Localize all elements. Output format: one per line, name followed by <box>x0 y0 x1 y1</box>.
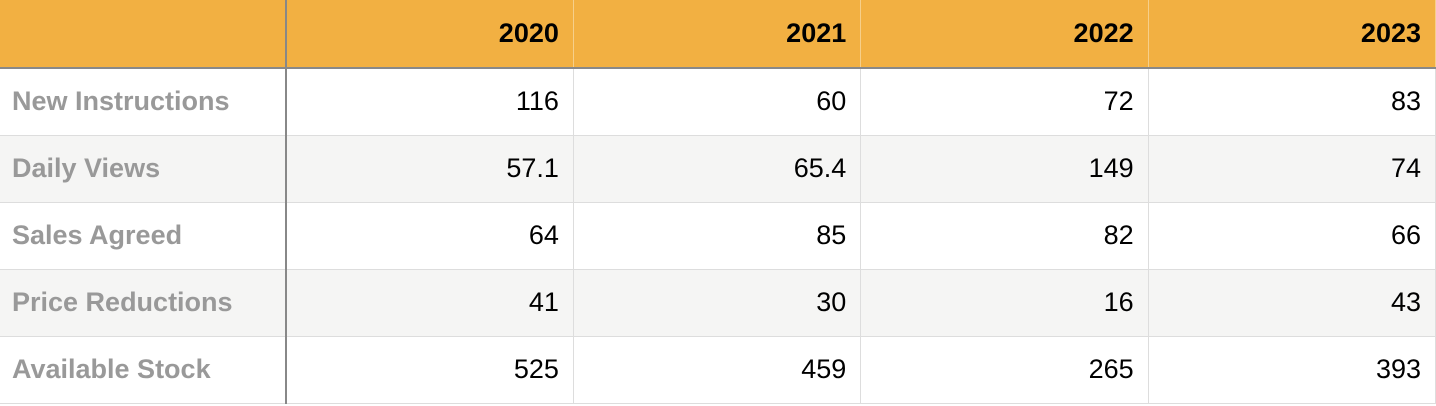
cell: 41 <box>286 269 574 337</box>
corner-cell <box>0 0 287 69</box>
cell: 82 <box>860 202 1149 270</box>
column-header: 2023 <box>1148 0 1436 69</box>
cell: 525 <box>286 336 574 404</box>
header-row: 2020 2021 2022 2023 <box>0 0 1436 69</box>
cell: 85 <box>573 202 862 270</box>
cell: 459 <box>573 336 862 404</box>
cell: 72 <box>860 68 1149 136</box>
row-label: Price Reductions <box>0 269 287 337</box>
cell: 64 <box>286 202 574 270</box>
cell: 43 <box>1148 269 1436 337</box>
table-body: New Instructions 116 60 72 83 Daily Views 57.1… <box>0 68 1436 404</box>
table-row: Available Stock 525 459 265 393 <box>0 336 1436 404</box>
table-row: New Instructions 116 60 72 83 <box>0 68 1436 136</box>
cell: 116 <box>286 68 574 136</box>
cell: 83 <box>1148 68 1436 136</box>
row-label: Daily Views <box>0 135 287 203</box>
cell: 16 <box>860 269 1149 337</box>
table-row: Sales Agreed 64 85 82 66 <box>0 202 1436 270</box>
cell: 60 <box>573 68 862 136</box>
cell: 393 <box>1148 336 1436 404</box>
column-header: 2021 <box>573 0 862 69</box>
cell: 149 <box>860 135 1149 203</box>
cell: 30 <box>573 269 862 337</box>
table-row: Daily Views 57.1 65.4 149 74 <box>0 135 1436 203</box>
row-label: Available Stock <box>0 336 287 404</box>
cell: 66 <box>1148 202 1436 270</box>
cell: 57.1 <box>286 135 574 203</box>
cell: 74 <box>1148 135 1436 203</box>
column-header: 2022 <box>860 0 1149 69</box>
cell: 65.4 <box>573 135 862 203</box>
cell: 265 <box>860 336 1149 404</box>
table-row: Price Reductions 41 30 16 43 <box>0 269 1436 337</box>
row-label: Sales Agreed <box>0 202 287 270</box>
column-header: 2020 <box>286 0 574 69</box>
row-label: New Instructions <box>0 68 287 136</box>
